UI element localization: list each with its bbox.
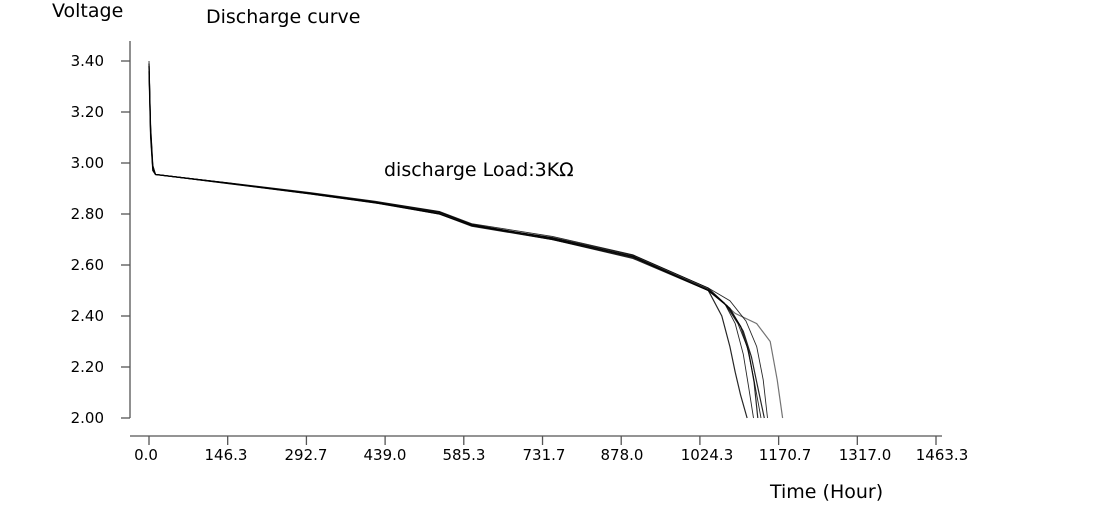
series-line-3: [148, 68, 762, 419]
x-tick-label-3: 439.0: [364, 446, 407, 464]
series-line-6: [148, 66, 784, 419]
series-line-2: [148, 71, 759, 419]
x-axis-label: Time (Hour): [769, 481, 883, 503]
y-tick-label-1: 2.20: [71, 358, 104, 376]
x-tick-label-5: 731.7: [523, 446, 566, 464]
chart-annotation: discharge Load:3KΩ: [384, 159, 574, 181]
x-tick-label-2: 292.7: [285, 446, 328, 464]
y-axis-label: Voltage: [52, 0, 123, 22]
y-tick-label-2: 2.40: [71, 307, 104, 325]
axes: 2.00 2.20 2.40 2.60 2.80 3.00 3.20 3.40 0.0 146.3…: [71, 41, 969, 464]
x-tick-label-7: 1024.3: [681, 446, 734, 464]
x-tick-label-4: 585.3: [443, 446, 486, 464]
y-tick-label-5: 3.00: [71, 154, 104, 172]
y-tick-label-6: 3.20: [71, 103, 104, 121]
x-tick-label-9: 1317.0: [839, 446, 892, 464]
series-line-4: [148, 63, 765, 419]
x-tick-label-10: 1463.3: [916, 446, 969, 464]
chart-title: Discharge curve: [206, 6, 360, 28]
y-tick-label-7: 3.40: [71, 52, 104, 70]
x-tick-label-0: 0.0: [134, 446, 158, 464]
y-tick-label-0: 2.00: [71, 409, 104, 427]
x-tick-label-1: 146.3: [205, 446, 248, 464]
series-line-1: [148, 60, 754, 419]
series-line-0: [148, 66, 748, 419]
y-tick-label-4: 2.80: [71, 205, 104, 223]
y-tick-label-3: 2.60: [71, 256, 104, 274]
x-tick-label-8: 1170.7: [759, 446, 812, 464]
series-line-5: [148, 68, 768, 419]
series-lines: [148, 60, 784, 419]
x-tick-label-6: 878.0: [601, 446, 644, 464]
